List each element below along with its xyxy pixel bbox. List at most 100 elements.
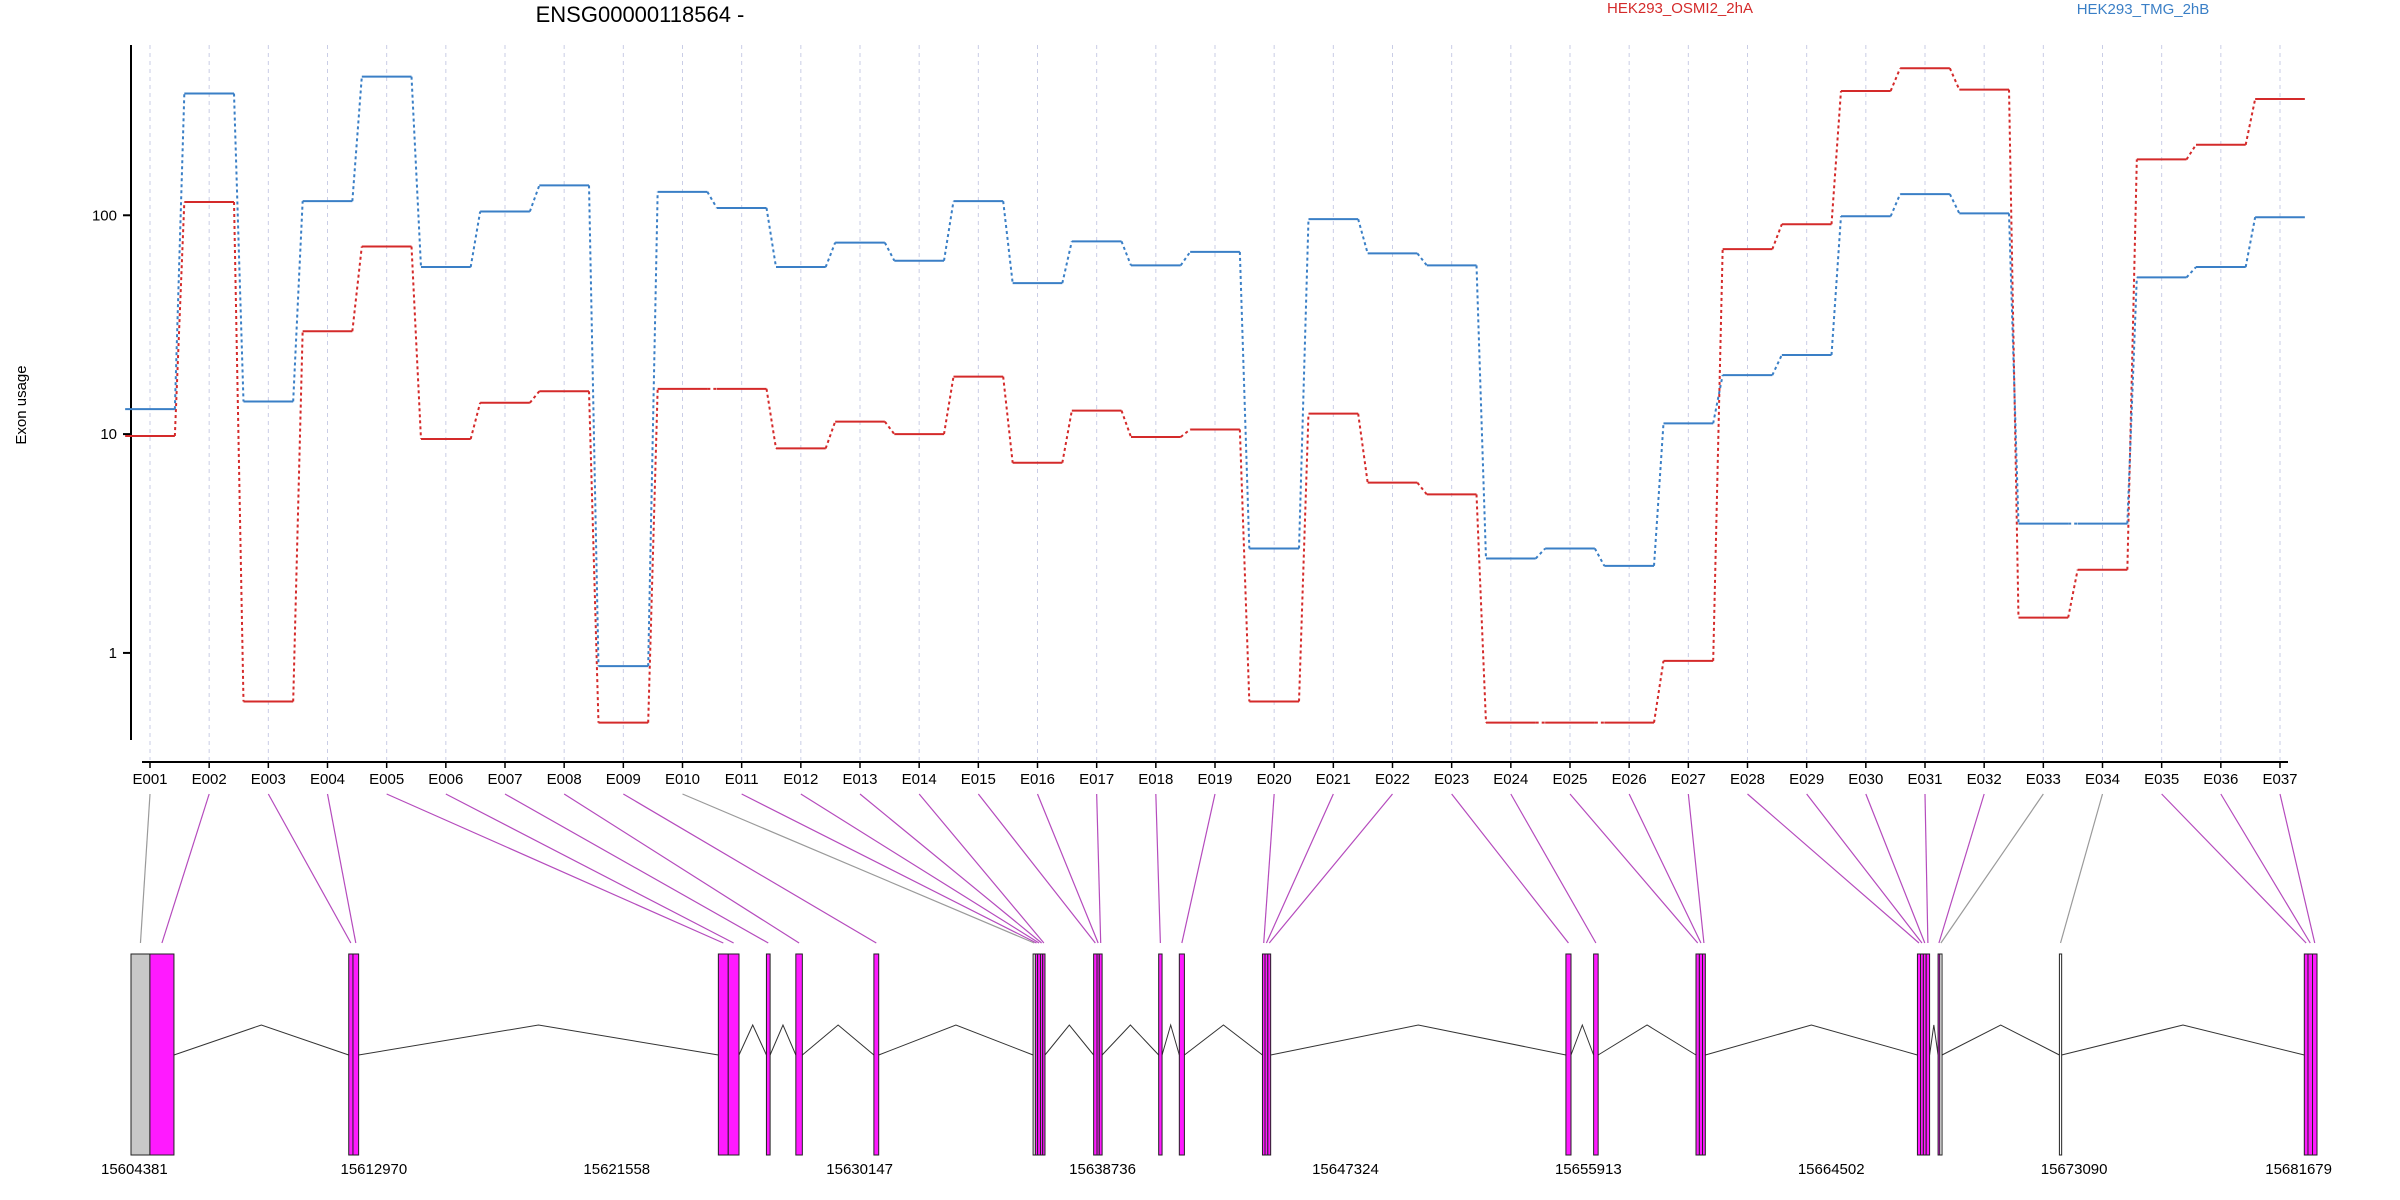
series-transition — [1889, 193, 1902, 217]
exon-box — [149, 953, 175, 1156]
x-tick-label: E012 — [783, 771, 818, 788]
exon-box — [2312, 953, 2318, 1156]
exon-connector — [1747, 793, 1920, 944]
exon-connectors — [139, 793, 2316, 944]
series-transition — [884, 421, 896, 435]
y-tick-label: 100 — [92, 207, 117, 224]
legend-series-2: HEK293_TMG_2hB — [2077, 1, 2210, 18]
exon-connector — [1865, 793, 1926, 944]
series-transition — [883, 242, 896, 262]
exon-connector — [1510, 793, 1597, 944]
series-transition — [2126, 159, 2138, 570]
exon-box — [717, 953, 729, 1156]
exon-box — [1267, 953, 1272, 1156]
exon-connector — [800, 793, 1040, 944]
exon-connector — [139, 793, 151, 944]
x-tick-label: E003 — [251, 771, 286, 788]
series-transition — [292, 331, 304, 702]
x-tick-label: E013 — [842, 771, 877, 788]
intron — [738, 1023, 767, 1056]
series-transition — [1416, 252, 1428, 267]
series-transition — [2067, 569, 2079, 618]
series-transition — [1238, 251, 1251, 549]
x-tick-label: E032 — [1967, 771, 2002, 788]
x-tick-label: E004 — [310, 771, 345, 788]
intron — [878, 1024, 1034, 1056]
x-tick-label: E026 — [1612, 771, 1647, 788]
exon-box — [1925, 953, 1931, 1156]
x-tick-label: E024 — [1493, 771, 1528, 788]
series-transition — [1357, 218, 1369, 254]
exon-connector — [2059, 793, 2104, 944]
x-tick-label: E015 — [961, 771, 996, 788]
series-transition — [2244, 98, 2257, 145]
x-tick-label: E018 — [1138, 771, 1173, 788]
series-transition — [1002, 376, 1014, 463]
exon-connector — [1265, 793, 1334, 944]
axes: 1 10 100 E001 E002 E003 E004 E005 E006 E007 E008 E0… — [92, 45, 2298, 788]
exon-connector — [1628, 793, 1702, 944]
series-transition — [647, 191, 659, 667]
exon-connector — [1268, 793, 1393, 944]
series-transition — [1948, 67, 1961, 91]
series-transition — [233, 93, 245, 402]
intron — [173, 1024, 349, 1056]
x-tick-label: E034 — [2085, 771, 2120, 788]
x-tick-label: E031 — [1907, 771, 1942, 788]
exon-connector — [1036, 793, 1099, 944]
intron — [1570, 1023, 1595, 1056]
exon-connector — [1940, 793, 2044, 944]
genomic-coordinate-label: 15647324 — [1312, 1161, 1379, 1178]
exon-box — [727, 953, 740, 1156]
exon-connector — [1806, 793, 1923, 944]
series-transition — [1298, 413, 1310, 702]
series-transition — [1771, 354, 1783, 376]
series-transition — [1238, 429, 1251, 702]
x-tick-label: E020 — [1257, 771, 1292, 788]
exon-box — [1093, 953, 1098, 1156]
x-tick-label: E019 — [1197, 771, 1232, 788]
genomic-coordinate-label: 15630147 — [826, 1161, 893, 1178]
x-tick-label: E033 — [2026, 771, 2061, 788]
genomic-coordinates: 15604381 15612970 15621558 15630147 15638736… — [101, 1161, 2332, 1178]
genomic-coordinate-label: 15604381 — [101, 1161, 168, 1178]
intron — [1101, 1024, 1160, 1056]
series-transition — [1889, 67, 1902, 92]
series-lines — [125, 67, 2305, 724]
x-tick-label: E011 — [725, 771, 759, 788]
x-tick-label: E017 — [1079, 771, 1114, 788]
exon-box — [873, 953, 880, 1156]
x-tick-label: E035 — [2144, 771, 2179, 788]
series-transition — [1357, 413, 1369, 483]
intron — [802, 1024, 875, 1056]
series-transition — [2126, 277, 2138, 524]
y-tick-label: 10 — [100, 426, 117, 443]
exon-connector — [859, 793, 1042, 944]
series-transition — [1298, 219, 1310, 549]
x-tick-label: E001 — [132, 771, 167, 788]
x-tick-label: E025 — [1552, 771, 1587, 788]
x-tick-label: E037 — [2262, 771, 2297, 788]
exon-connector — [326, 793, 357, 944]
x-tick-label: E030 — [1848, 771, 1883, 788]
exon-connector — [1924, 793, 1929, 944]
series-transition — [824, 421, 837, 449]
exon-box — [352, 953, 360, 1156]
series-transition — [2244, 217, 2257, 268]
genomic-coordinate-label: 15664502 — [1798, 1161, 1865, 1178]
series-transition — [410, 76, 422, 268]
exon-connector — [1569, 793, 1699, 944]
exon-connector — [682, 793, 1035, 944]
exon-connector — [741, 793, 1037, 944]
series-transition — [1416, 482, 1428, 496]
exon-box — [1565, 953, 1572, 1156]
intron — [1270, 1024, 1567, 1056]
y-tick-label: 1 — [109, 645, 117, 662]
intron — [2061, 1024, 2305, 1056]
intron — [358, 1024, 719, 1056]
legend-series-1: HEK293_OSMI2_2hA — [1607, 0, 1753, 17]
intron — [1597, 1024, 1697, 1056]
x-tick-label: E008 — [547, 771, 582, 788]
exon-connector — [977, 793, 1096, 944]
intron — [1161, 1023, 1180, 1056]
